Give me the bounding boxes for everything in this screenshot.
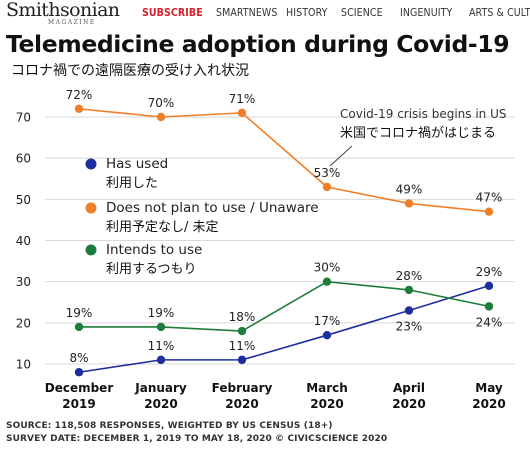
x-tick-year: 2020	[472, 397, 505, 411]
data-point	[237, 355, 247, 365]
logo-subtext: MAGAZINE	[48, 19, 96, 26]
series-line-no-plan	[78, 107, 490, 213]
data-label: 29%	[476, 265, 503, 279]
legend-label-en: Does not plan to use / Unaware	[106, 200, 319, 216]
data-point	[484, 302, 494, 311]
nav-smartnews[interactable]: SMARTNEWS	[216, 7, 278, 19]
x-tick-year: 2019	[62, 397, 95, 411]
nav-ingenuity[interactable]: INGENUITY	[400, 7, 453, 19]
data-label: 18%	[229, 310, 256, 324]
series-layer: 8% 11% 11% 17% 23% 29% 72% 70% 71% 53% 49% 47% 19% 19…	[66, 88, 503, 377]
series-line-has-used	[78, 285, 490, 374]
legend-label-en: Intends to use	[106, 242, 202, 258]
legend-label-ja: 利用予定なし/ 未定	[106, 220, 219, 235]
site-header: Smithsonian MAGAZINE SUBSCRIBE SMARTNEWS…	[0, 0, 530, 27]
chart-footer: SOURCE: 118,508 RESPONSES, WEIGHTED BY U…	[6, 420, 387, 446]
y-tick-label: 50	[16, 193, 31, 207]
data-point	[156, 322, 166, 332]
annotation-text-en: Covid-19 crisis begins in US	[340, 107, 506, 121]
legend: Has used 利用した Does not plan to use / Unawa…	[85, 156, 319, 277]
x-tick-month: December	[45, 381, 114, 395]
annotation: Covid-19 crisis begins in US 米国でコロナ禍がはじま…	[329, 107, 506, 167]
x-tick-month: January	[134, 381, 187, 395]
data-label: 11%	[229, 339, 256, 353]
nav-science[interactable]: SCIENCE	[341, 7, 383, 19]
annotation-text-ja: 米国でコロナ禍がはじまる	[340, 125, 496, 141]
nav-arts-culture[interactable]: ARTS & CULTURE	[469, 7, 530, 19]
data-label: 47%	[476, 191, 503, 205]
data-point	[484, 207, 494, 216]
data-point	[322, 182, 332, 192]
data-label: 8%	[69, 351, 88, 365]
logo-wordmark: Smithsonian	[6, 0, 120, 21]
chart-title: Telemedicine adoption during Covid-19	[6, 30, 510, 58]
data-label: 24%	[476, 315, 503, 329]
data-label: 71%	[229, 92, 256, 106]
data-point	[322, 277, 332, 286]
legend-marker-has-used	[85, 158, 97, 170]
data-point	[404, 285, 414, 295]
data-label: 23%	[396, 319, 423, 333]
y-tick-label: 30	[16, 275, 31, 289]
x-tick-month: April	[393, 381, 425, 395]
line-chart: 10 20 30 40 50 60 70 December 2019 January 2020 Fe…	[16, 88, 515, 411]
series-line-intends	[79, 280, 490, 332]
data-point	[322, 330, 332, 340]
y-tick-label: 20	[16, 316, 31, 330]
chart-subtitle: コロナ禍での遠隔医療の受け入れ状況	[11, 63, 249, 79]
y-tick-label: 60	[16, 152, 31, 166]
footer-survey-date: SURVEY DATE: DECEMBER 1, 2019 TO MAY 18,…	[6, 434, 388, 444]
x-tick-labels: December 2019 January 2020 February 2020 March…	[45, 381, 506, 411]
data-label: 53%	[314, 166, 341, 180]
data-point	[484, 281, 494, 290]
data-label: 70%	[148, 96, 175, 110]
footer-source: SOURCE: 118,508 RESPONSES, WEIGHTED BY U…	[6, 421, 333, 431]
data-label: 17%	[314, 314, 341, 328]
legend-label-en: Has used	[106, 156, 168, 172]
data-label: 19%	[66, 306, 93, 320]
data-point	[237, 326, 247, 336]
y-tick-label: 10	[16, 358, 31, 372]
data-point	[74, 368, 84, 377]
main-nav: SUBSCRIBE SMARTNEWS HISTORY SCIENCE INGE…	[142, 7, 530, 19]
y-tick-labels: 10 20 30 40 50 60 70	[16, 111, 31, 372]
x-tick-month: February	[212, 381, 273, 395]
data-point	[74, 322, 84, 332]
annotation-leader-line	[329, 145, 353, 167]
data-point	[156, 355, 166, 365]
x-tick-year: 2020	[310, 397, 343, 411]
data-point	[404, 199, 414, 208]
nav-subscribe[interactable]: SUBSCRIBE	[142, 7, 203, 19]
x-tick-month: March	[306, 381, 348, 395]
data-label: 49%	[396, 182, 423, 196]
x-tick-year: 2020	[392, 397, 425, 411]
legend-label-ja: 利用した	[106, 176, 158, 191]
nav-history[interactable]: HISTORY	[286, 7, 328, 19]
x-tick-year: 2020	[225, 397, 258, 411]
y-tick-label: 40	[16, 234, 31, 248]
x-tick-year: 2020	[144, 397, 177, 411]
legend-marker-no-plan	[85, 202, 97, 214]
data-label: 28%	[396, 269, 423, 283]
data-label: 30%	[314, 261, 341, 275]
data-point	[404, 306, 414, 315]
legend-label-ja: 利用するつもり	[106, 262, 196, 277]
legend-marker-intends	[85, 244, 97, 256]
data-point	[237, 108, 247, 118]
x-tick-month: May	[475, 381, 503, 395]
data-label: 72%	[66, 88, 93, 102]
grid-layer	[45, 116, 515, 365]
data-label: 11%	[148, 339, 175, 353]
data-point	[74, 104, 84, 113]
data-point	[156, 112, 166, 122]
y-tick-label: 70	[16, 111, 31, 125]
data-label: 19%	[148, 306, 175, 320]
site-logo[interactable]: Smithsonian MAGAZINE	[6, 0, 120, 27]
